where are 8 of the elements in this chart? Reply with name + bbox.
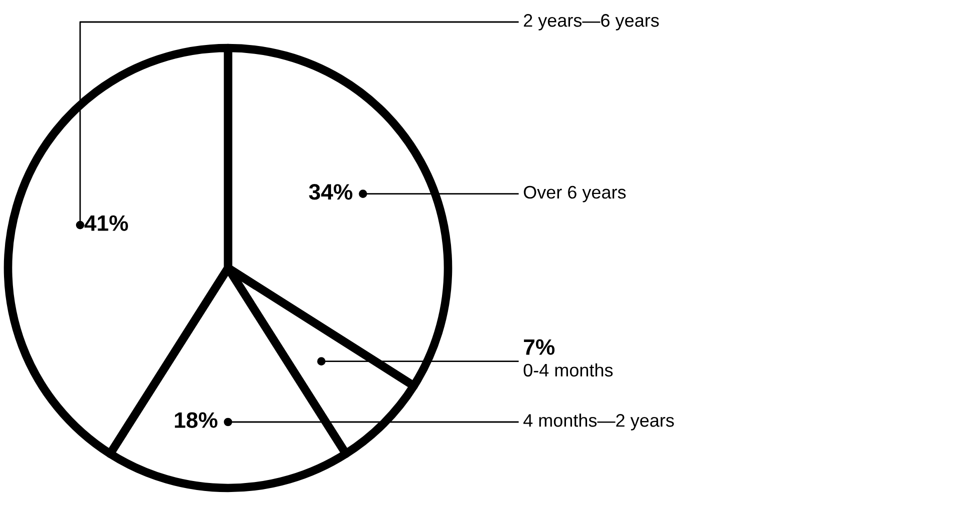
data-label: 34%	[308, 184, 352, 200]
slice-label: 2 years—6 years	[524, 14, 659, 30]
data-label: 7%	[524, 339, 555, 355]
slice-label: Over 6 years	[524, 186, 626, 202]
data-label: 41%	[84, 215, 128, 231]
slice-label: 4 months—2 years	[523, 414, 674, 430]
data-label: 18%	[174, 412, 218, 428]
slice-label: 0-4 months	[524, 363, 613, 377]
